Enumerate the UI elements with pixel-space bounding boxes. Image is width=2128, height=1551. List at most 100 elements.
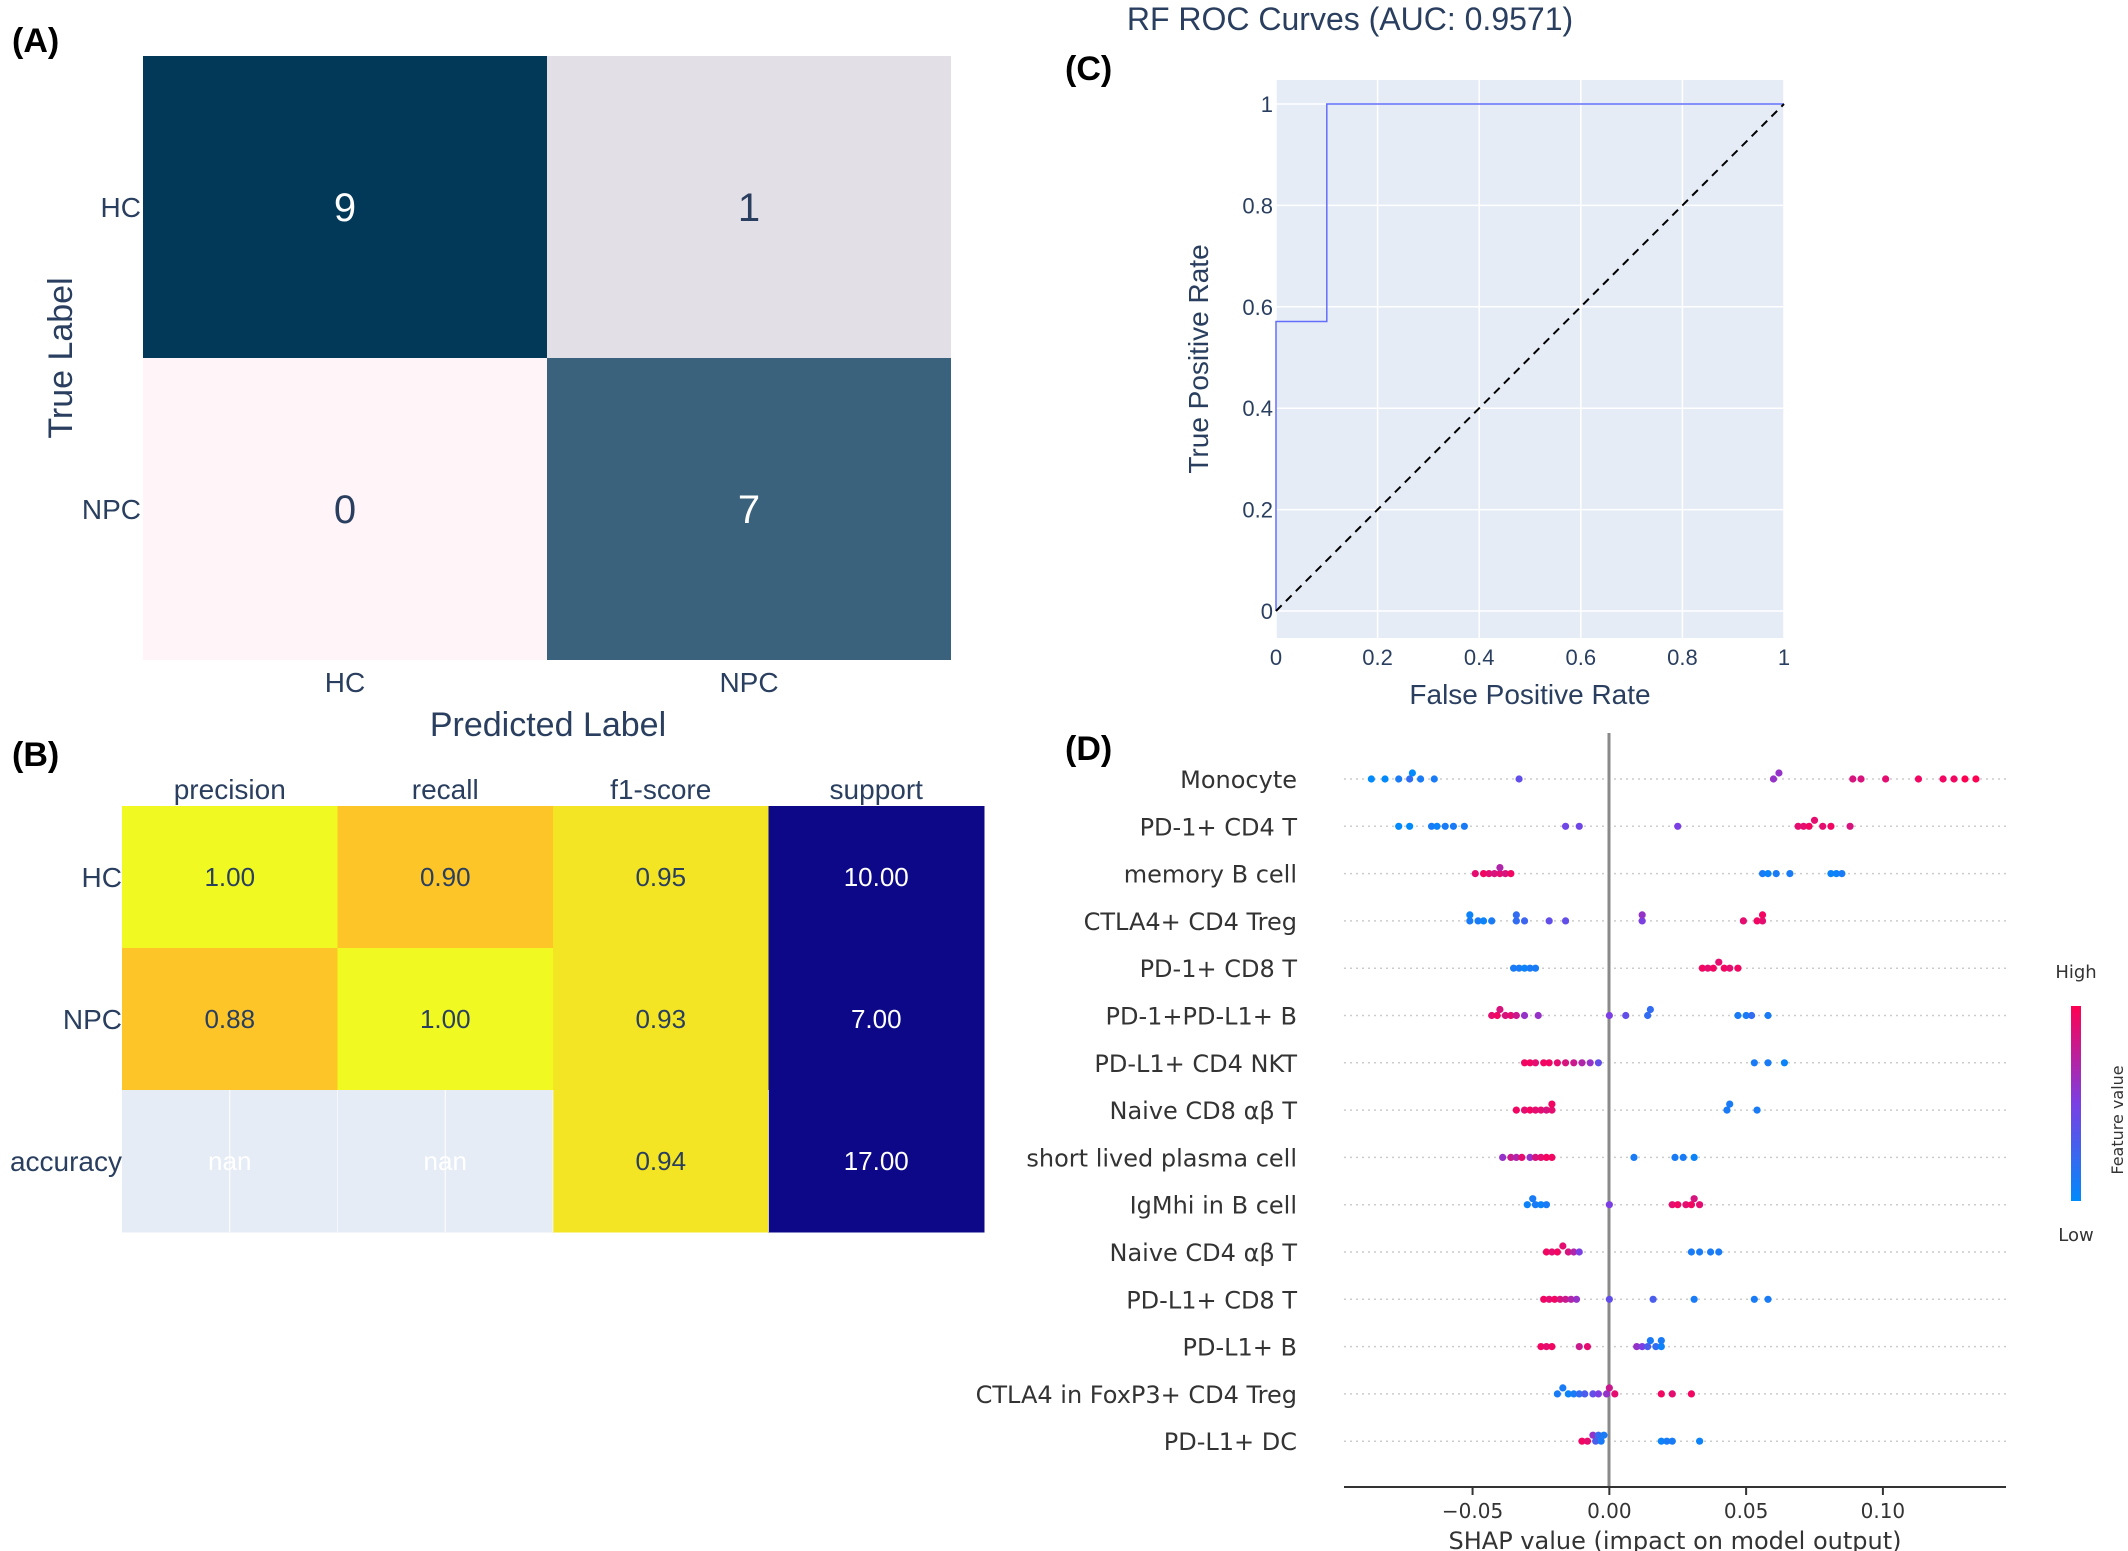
cm-ytick-label: NPC — [82, 494, 141, 525]
roc-ylabel: True Positive Rate — [1183, 244, 1214, 473]
roc-chart: RF ROC Curves (AUC: 0.9571) 0 0.2 0.4 0.6 0.… — [1127, 1, 1790, 710]
shap-point — [1575, 1343, 1583, 1351]
shap-point — [1430, 775, 1438, 783]
shap-feature-label: CTLA4+ CD4 Treg — [1084, 908, 1297, 936]
shap-point — [1734, 964, 1742, 972]
shap-point — [1488, 1011, 1496, 1020]
shap-point — [1485, 870, 1493, 878]
shap-point — [1537, 1343, 1545, 1351]
shap-point — [1679, 1153, 1687, 1161]
shap-xtick-label: 0.05 — [1724, 1499, 1769, 1523]
shap-point — [1520, 1011, 1529, 1020]
cr-column-header: precision — [174, 774, 286, 805]
shap-point — [1764, 1059, 1772, 1067]
shap-point — [1433, 822, 1441, 830]
shap-point — [1794, 822, 1802, 830]
shap-point — [1540, 1059, 1548, 1067]
cr-column-header: recall — [412, 774, 479, 805]
shap-point — [1512, 1153, 1520, 1161]
cr-cell-value: 7.00 — [851, 1004, 902, 1034]
shap-point — [1657, 1343, 1665, 1351]
shap-point — [1512, 1106, 1520, 1114]
cr-cell-value: 0.88 — [204, 1004, 255, 1034]
shap-point — [1545, 1295, 1553, 1303]
shap-feature-label: short lived plasma cell — [1026, 1144, 1297, 1172]
shap-xtick-label: −0.05 — [1442, 1499, 1503, 1523]
panel-label-a: (A) — [12, 22, 59, 60]
cm-xtick-label: HC — [325, 667, 365, 698]
shap-point — [1545, 917, 1553, 925]
shap-point — [1583, 1343, 1592, 1351]
colorbar-high-label: High — [2055, 962, 2096, 983]
shap-point — [1592, 1437, 1600, 1445]
shap-point — [1474, 917, 1482, 925]
shap-point — [1537, 1106, 1545, 1114]
shap-point — [1687, 1248, 1696, 1256]
shap-point — [1540, 1295, 1548, 1303]
shap-point — [1542, 1201, 1551, 1209]
shap-point — [1611, 1390, 1619, 1398]
roc-curve — [1275, 103, 1784, 611]
shap-point — [1589, 1390, 1597, 1398]
shap-point — [1594, 1431, 1603, 1439]
shap-point — [1668, 1437, 1676, 1445]
colorbar-title: Feature value — [2108, 1065, 2127, 1174]
shap-point — [1471, 870, 1479, 878]
shap-point — [1564, 1248, 1572, 1256]
shap-point — [1427, 822, 1436, 830]
cr-cell-value: 1.00 — [420, 1004, 471, 1034]
shap-point — [1799, 822, 1808, 830]
shap-point — [1882, 775, 1890, 783]
shap-feature-label: Naive CD8 αβ T — [1110, 1097, 1298, 1125]
shap-point — [1961, 775, 1969, 783]
shap-point — [1594, 1390, 1603, 1398]
shap-point — [1501, 870, 1509, 878]
shap-point — [1501, 1011, 1509, 1020]
shap-point — [1526, 1106, 1534, 1114]
shap-point — [1709, 964, 1717, 972]
shap-point — [1638, 917, 1646, 925]
shap-point — [1575, 822, 1583, 830]
shap-point — [1520, 1106, 1529, 1114]
shap-point — [1520, 917, 1529, 925]
panel-label-d: (D) — [1065, 730, 1112, 768]
shap-point — [1832, 870, 1840, 878]
shap-point — [1668, 1201, 1676, 1209]
shap-point — [1810, 816, 1819, 824]
shap-xlabel: SHAP value (impact on model output) — [1449, 1527, 1902, 1551]
shap-point — [1570, 1390, 1578, 1398]
shap-point — [1523, 1201, 1531, 1209]
shap-feature-label: PD-L1+ CD4 NKT — [1094, 1050, 1297, 1078]
shap-point — [1537, 1153, 1545, 1161]
shap-feature-label: CTLA4 in FoxP3+ CD4 Treg — [976, 1381, 1297, 1409]
cr-cell-value: 1.00 — [204, 862, 255, 892]
shap-point — [1674, 1201, 1682, 1209]
shap-point — [1663, 1437, 1671, 1445]
shap-point — [1526, 1153, 1534, 1161]
shap-point — [1570, 1248, 1578, 1256]
shap-point — [1687, 1390, 1696, 1398]
shap-point — [1750, 1295, 1758, 1303]
shap-point — [1496, 870, 1504, 878]
shap-point — [1578, 1437, 1586, 1445]
shap-xtick-label: 0.00 — [1587, 1499, 1632, 1523]
shap-point — [1510, 964, 1518, 972]
shap-point — [1758, 870, 1767, 878]
shap-point — [1488, 917, 1496, 925]
shap-point — [1649, 1295, 1657, 1303]
shap-point — [1567, 1295, 1575, 1303]
cr-cell — [553, 806, 769, 949]
cr-cell-value: 17.00 — [844, 1146, 909, 1176]
shap-point — [1605, 1201, 1613, 1209]
cr-cell — [337, 948, 554, 1091]
shap-point — [1542, 1248, 1551, 1256]
shap-point — [1548, 1248, 1556, 1256]
shap-point — [1594, 1059, 1603, 1067]
shap-point — [1605, 1384, 1613, 1392]
cr-row-header: accuracy — [10, 1146, 122, 1177]
colorbar-low-label: Low — [2058, 1225, 2093, 1246]
shap-point — [1646, 1005, 1654, 1014]
shap-point — [1597, 1437, 1605, 1445]
shap-point — [1408, 769, 1416, 777]
shap-point — [1644, 1011, 1652, 1020]
